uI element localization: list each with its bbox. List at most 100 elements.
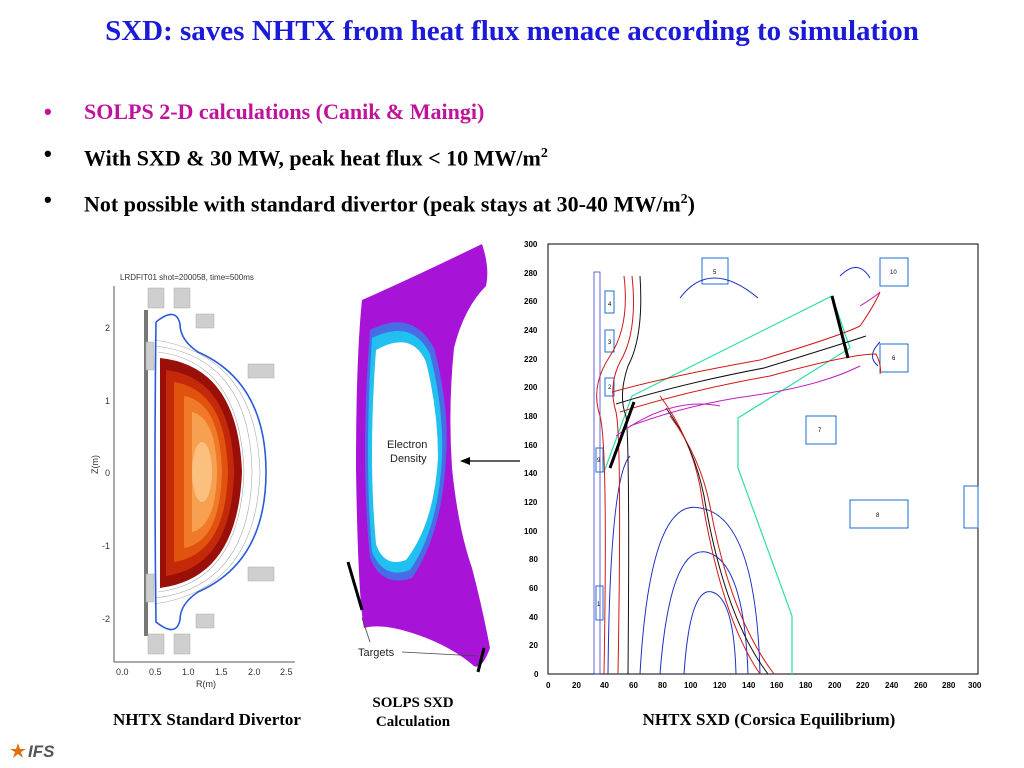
targets-pointer — [401, 651, 479, 657]
x-tick: 60 — [629, 681, 638, 690]
y-tick: 140 — [524, 469, 538, 478]
y-tick: 280 — [524, 269, 538, 278]
solps-figure: Electron Density Targets — [346, 244, 520, 673]
standard-divertor-figure: LRDFIT01 shot=200058, time=500ms 2 1 0 -… — [90, 273, 295, 689]
density-core — [372, 342, 438, 562]
logo-text: IFS — [28, 742, 55, 761]
sxd-figure: 4 3 2 9 1 5 10 6 7 8 — [524, 240, 982, 690]
x-tick: 260 — [914, 681, 928, 690]
slide-title: SXD: saves NHTX from heat flux menace ac… — [105, 15, 919, 47]
coil-label: 5 — [713, 270, 717, 276]
y-tick: -1 — [102, 541, 110, 551]
coil-label: 1 — [597, 602, 601, 608]
x-tick: 1.0 — [182, 667, 195, 677]
solps-caption-line: Calculation — [375, 714, 451, 730]
bullet-text: With SXD & 30 MW, peak heat flux < 10 MW… — [84, 145, 541, 171]
plasma-core — [192, 442, 212, 502]
x-tick: 2.5 — [280, 667, 293, 677]
targets-pointer — [361, 617, 371, 643]
y-tick: 200 — [524, 383, 538, 392]
standard-divertor-caption: NHTX Standard Divertor — [113, 710, 301, 729]
arrow-head — [460, 457, 470, 465]
coil-label: 6 — [892, 356, 896, 362]
coil — [147, 287, 165, 309]
coil — [247, 363, 275, 379]
coil-label: 3 — [608, 340, 612, 346]
y-tick: 240 — [524, 326, 538, 335]
y-tick: 80 — [529, 555, 538, 564]
x-tick: 280 — [942, 681, 956, 690]
target-line — [476, 647, 486, 673]
electron-density-label: Electron — [387, 439, 427, 451]
coil-label: 8 — [876, 513, 880, 519]
bullet-item: • Not possible with standard divertor (p… — [44, 186, 984, 218]
x-tick: 80 — [658, 681, 667, 690]
coil-label: 7 — [818, 428, 822, 434]
x-tick: 140 — [742, 681, 756, 690]
y-tick: 180 — [524, 412, 538, 421]
targets-label: Targets — [358, 647, 395, 659]
coil — [701, 257, 729, 285]
x-tick: 1.5 — [215, 667, 228, 677]
x-tick: 220 — [856, 681, 870, 690]
star-icon — [10, 743, 26, 758]
x-tick: 20 — [572, 681, 581, 690]
coil — [195, 313, 215, 329]
coil — [595, 585, 604, 621]
x-tick: 120 — [713, 681, 727, 690]
y-tick: 260 — [524, 297, 538, 306]
y-tick: 100 — [524, 527, 538, 536]
sxd-caption: NHTX SXD (Corsica Equilibrium) — [642, 710, 896, 729]
y-tick: 120 — [524, 498, 538, 507]
y-tick: 160 — [524, 441, 538, 450]
center-column — [144, 310, 148, 636]
coil-label: 10 — [890, 270, 897, 276]
coil — [879, 343, 909, 373]
y-tick: 1 — [105, 396, 110, 406]
x-tick: 180 — [799, 681, 813, 690]
bullet-tail: ) — [687, 191, 695, 217]
target-line — [608, 401, 636, 469]
y-axis-label: Z(m) — [90, 455, 100, 474]
x-tick: 0.0 — [116, 667, 129, 677]
plot-frame — [547, 243, 979, 675]
superscript: 2 — [680, 192, 688, 208]
x-tick: 0.5 — [149, 667, 162, 677]
solps-caption-line: SOLPS SXD — [372, 695, 454, 711]
figure-header: LRDFIT01 shot=200058, time=500ms — [120, 273, 254, 282]
coil — [173, 633, 191, 655]
bullet-item: • SOLPS 2-D calculations (Canik & Maingi… — [44, 98, 984, 126]
x-tick: 240 — [885, 681, 899, 690]
coil — [604, 377, 615, 397]
vessel-boundary — [631, 295, 851, 674]
wall-contour — [154, 313, 267, 631]
solps-caption: SOLPS SXD Calculation — [354, 694, 472, 732]
coil-label: 4 — [608, 302, 612, 308]
superscript: 2 — [540, 146, 548, 161]
x-tick: 100 — [684, 681, 698, 690]
coil — [145, 341, 155, 371]
bullet-dot: • — [44, 187, 52, 213]
bullet-list: • SOLPS 2-D calculations (Canik & Maingi… — [44, 98, 984, 233]
x-tick: 160 — [770, 681, 784, 690]
coil — [604, 290, 615, 314]
inner-wall — [593, 271, 601, 675]
y-tick: 0 — [105, 468, 110, 478]
ifs-logo: IFS — [10, 742, 55, 761]
x-tick: 2.0 — [248, 667, 261, 677]
bullet-item: • With SXD & 30 MW, peak heat flux < 10 … — [44, 140, 984, 172]
y-tick: 2 — [105, 323, 110, 333]
coil — [147, 633, 165, 655]
x-tick: 300 — [968, 681, 982, 690]
coil — [173, 287, 191, 309]
target-line — [830, 295, 850, 359]
y-tick: -2 — [102, 614, 110, 624]
coil — [247, 566, 275, 582]
coil-label: 2 — [608, 385, 612, 391]
x-axis-label: R(m) — [196, 679, 216, 689]
y-tick: 220 — [524, 355, 538, 364]
coil — [963, 485, 979, 529]
y-tick: 40 — [529, 613, 538, 622]
x-tick: 0 — [546, 681, 551, 690]
target-line — [346, 561, 364, 611]
